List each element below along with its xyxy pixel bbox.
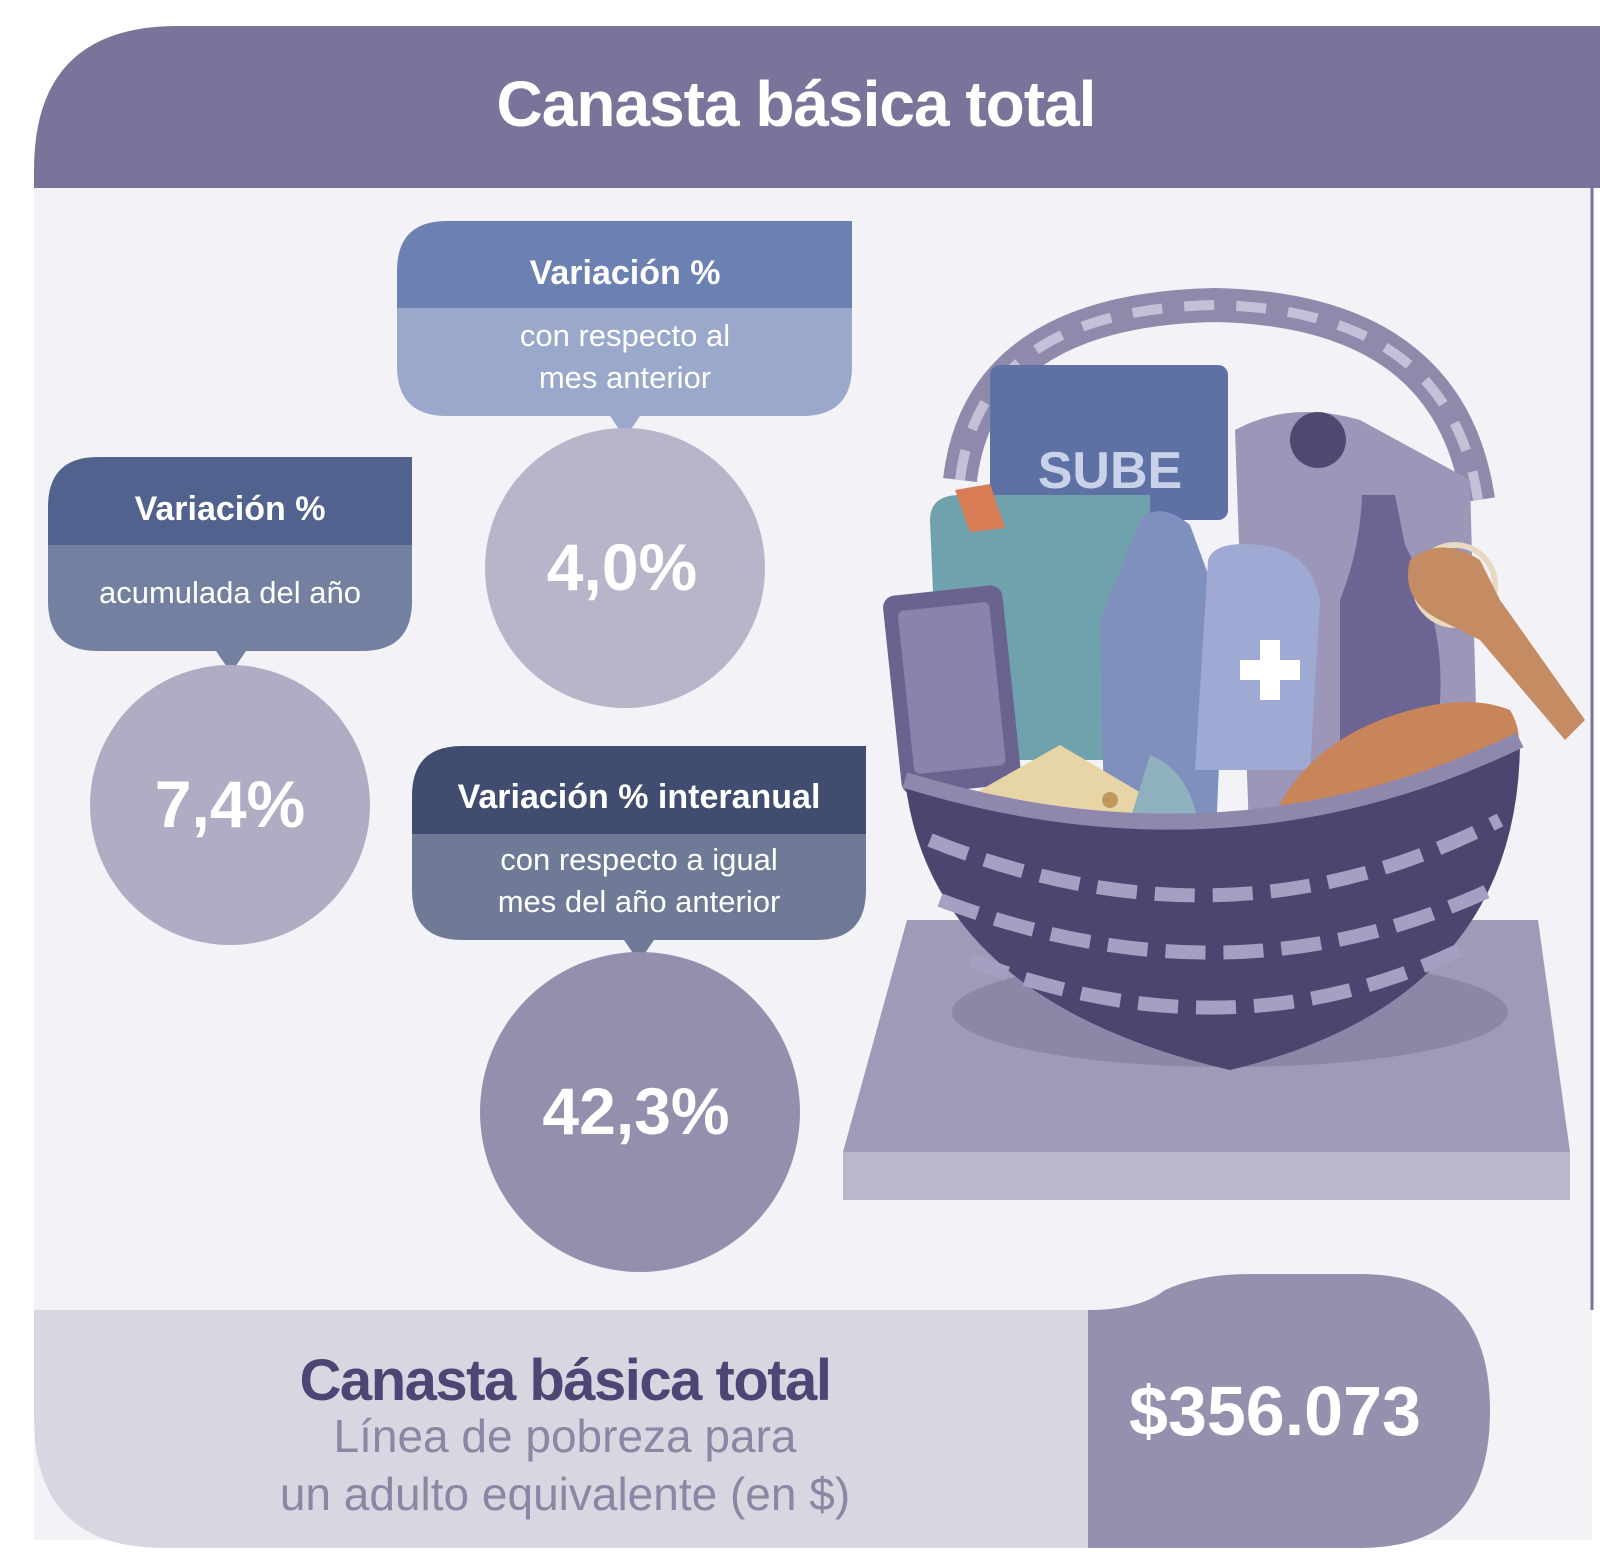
footer-band [34,1310,1088,1548]
sweater-collar [1290,412,1346,468]
header-band [34,26,1600,188]
footer-title: Canasta básica total [300,1348,831,1413]
card-pointer [216,651,246,673]
footer-amount: $356.073 [1129,1372,1421,1450]
footer-line: un adulto equivalente (en $) [280,1468,850,1520]
footer-line: Línea de pobreza para [334,1410,797,1462]
card-heading: Variación % interanual [458,778,821,816]
card-pointer [610,416,640,438]
value-circle [485,428,765,708]
medicine-bottle [1195,544,1320,770]
basket-rim [902,732,1524,830]
card-value: 42,3% [542,1074,729,1148]
phone-screen [898,602,1006,774]
cheese-hole [1102,792,1118,808]
basket-handle-weave [955,299,1483,501]
card-heading-bg [397,221,852,308]
value-circle [90,665,370,945]
sube-card [990,365,1228,520]
card-line: mes anterior [539,360,711,395]
card-heading: Variación % [135,490,326,528]
card-value: 7,4% [155,767,305,841]
key [1408,547,1585,740]
card-accumulated: Variación % acumulada del año 7,4% [48,457,412,945]
card-monthly: Variación % con respecto al mes anterior… [397,221,852,708]
value-circle [480,952,800,1272]
card-pointer [624,940,654,962]
card-sub-bg [48,545,412,651]
sube-label: SUBE [1038,442,1182,500]
card-sub-bg [397,308,852,416]
card-line: con respecto a igual [500,842,777,877]
bookmark [955,484,1005,532]
footer-amount-bg [1088,1274,1490,1548]
card-sub-bg [412,834,866,940]
card-heading-bg [412,746,866,834]
water-bottle [1100,511,1225,860]
table-edge [843,1152,1570,1200]
card-heading-bg [48,457,412,545]
basket-weave [927,813,1504,1015]
card-line: con respecto al [520,318,730,353]
card-line: acumulada del año [99,575,361,610]
card-line: mes del año anterior [498,884,781,919]
card-value: 4,0% [547,530,697,604]
basket-illustration: SUBE [843,287,1585,1200]
medicine-cross [1240,640,1300,700]
header-title: Canasta básica total [497,68,1096,140]
card-interannual: Variación % interanual con respecto a ig… [412,746,866,1272]
card-heading: Variación % [530,254,721,292]
